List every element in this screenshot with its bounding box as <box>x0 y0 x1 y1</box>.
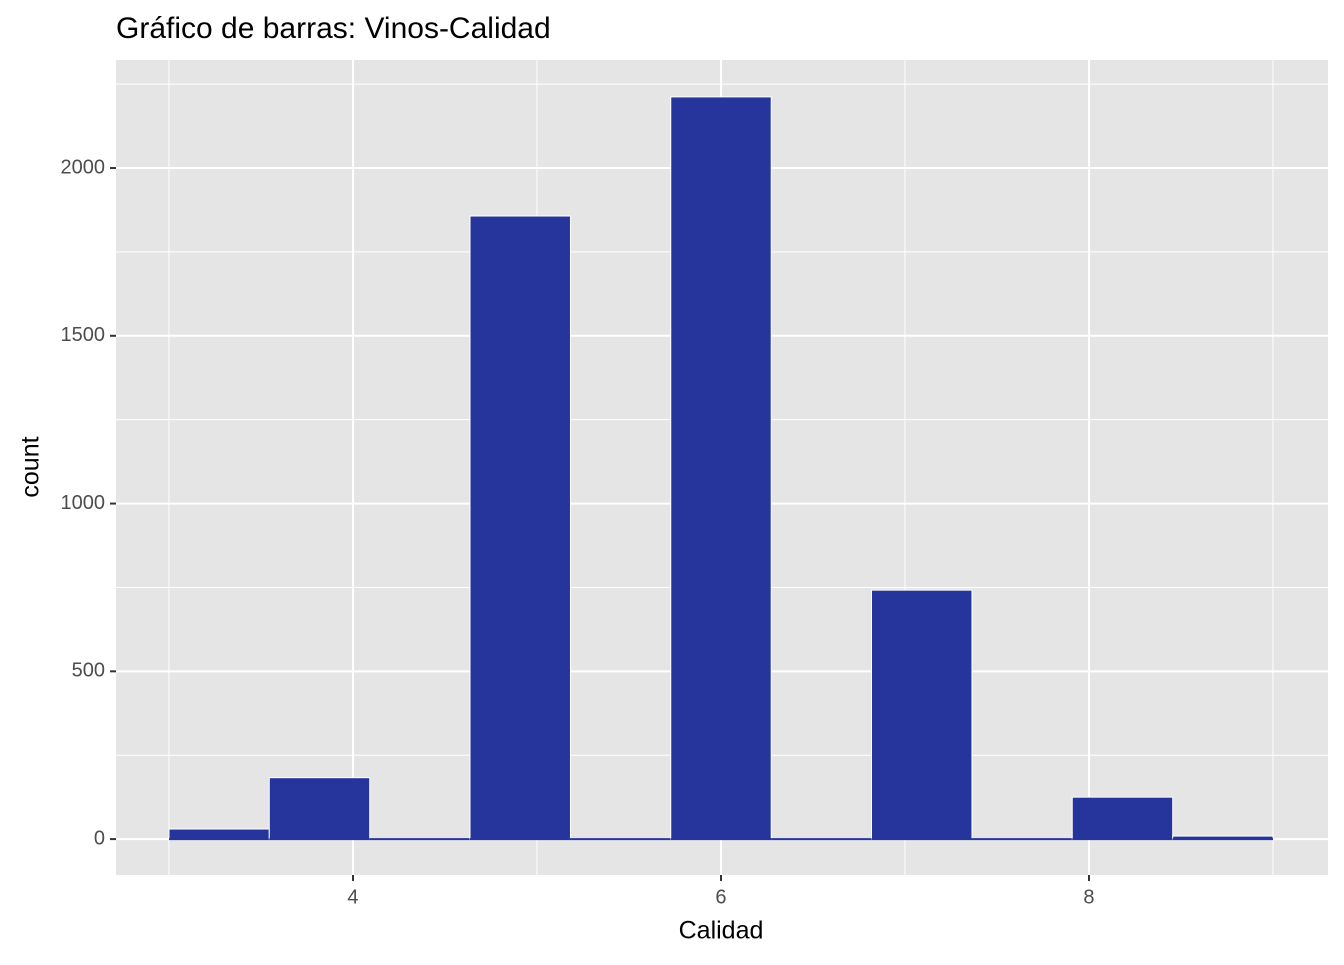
bar <box>469 215 571 840</box>
chart-title: Gráfico de barras: Vinos-Calidad <box>116 12 551 45</box>
bar <box>1071 796 1174 840</box>
bar <box>670 96 772 840</box>
y-tick-label: 0 <box>94 827 105 849</box>
y-tick-label: 2000 <box>61 156 106 178</box>
y-tick-label: 500 <box>72 660 105 682</box>
x-axis-label: Calidad <box>679 917 764 945</box>
x-tick-label: 8 <box>1083 886 1094 908</box>
y-axis-label: count <box>17 436 45 497</box>
bar <box>168 828 270 840</box>
bar <box>870 589 973 840</box>
x-tick-label: 4 <box>347 886 358 908</box>
bar <box>268 777 371 840</box>
x-tick-label: 6 <box>715 886 726 908</box>
y-tick-label: 1500 <box>61 324 106 346</box>
y-tick-label: 1000 <box>61 492 106 514</box>
